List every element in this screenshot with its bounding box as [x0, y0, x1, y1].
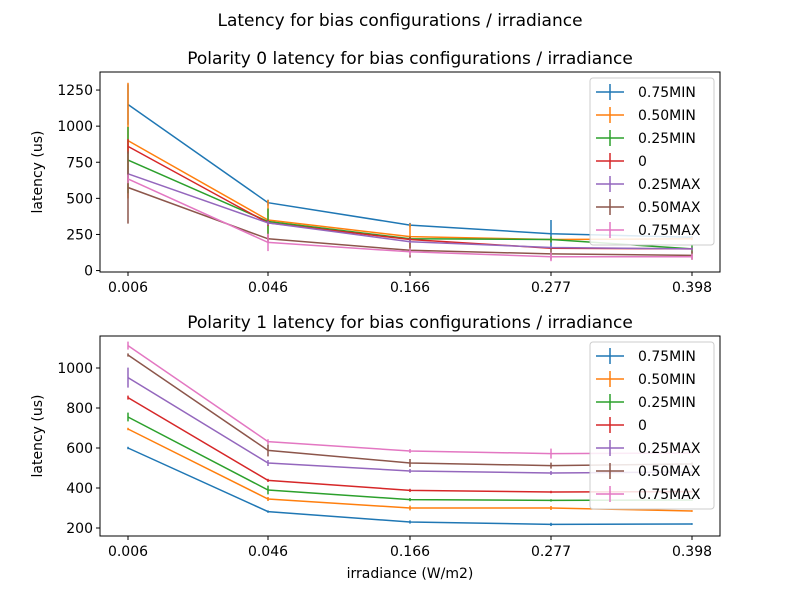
y-tick-label: 400 [66, 481, 93, 497]
x-tick-label: 0.166 [390, 544, 430, 560]
x-tick-label: 0.006 [108, 544, 148, 560]
y-tick-label: 1000 [57, 119, 93, 135]
y-tick-label: 600 [66, 441, 93, 457]
legend-label: 0 [638, 154, 647, 170]
legend-box [589, 341, 715, 510]
y-tick-label: 800 [66, 401, 93, 417]
legend-label: 0 [638, 418, 647, 434]
legend-label: 0.75MIN [638, 85, 696, 101]
legend-label: 0.50MAX [638, 200, 701, 216]
legend-label: 0.50MIN [638, 372, 696, 388]
figure-title: Latency for bias configurations / irradi… [217, 11, 582, 31]
x-tick-label: 0.166 [390, 280, 430, 296]
legend: 0.75MIN 0.50MIN 0.25MIN 0 0.25MAX 0.50MAX 0.75… [589, 77, 715, 246]
subplot-title: Polarity 1 latency for bias configuratio… [187, 313, 633, 333]
x-tick-label: 0.046 [248, 544, 288, 560]
y-axis-label: latency (us) [30, 131, 46, 214]
legend-label: 0.25MIN [638, 131, 696, 147]
legend-label: 0.25MAX [638, 177, 701, 193]
x-tick-label: 0.277 [531, 280, 571, 296]
legend-label: 0.75MAX [638, 223, 701, 239]
y-axis-label: latency (us) [30, 395, 46, 478]
legend-label: 0.50MAX [638, 464, 701, 480]
y-tick-label: 1250 [57, 83, 93, 99]
top-subplot: Polarity 0 latency for bias configuratio… [30, 49, 721, 296]
x-tick-label: 0.398 [672, 280, 712, 296]
y-tick-label: 500 [66, 191, 93, 207]
y-tick-label: 200 [66, 521, 93, 537]
x-axis-label: irradiance (W/m2) [347, 566, 474, 582]
legend-box [589, 77, 715, 246]
x-tick-label: 0.006 [108, 280, 148, 296]
x-tick-label: 0.398 [672, 544, 712, 560]
legend: 0.75MIN 0.50MIN 0.25MIN 0 0.25MAX 0.50MAX 0.75… [589, 341, 715, 510]
y-tick-label: 0 [84, 264, 93, 280]
legend-label: 0.75MIN [638, 349, 696, 365]
legend-label: 0.25MIN [638, 395, 696, 411]
y-tick-label: 1000 [57, 361, 93, 377]
y-tick-label: 750 [66, 155, 93, 171]
x-tick-label: 0.046 [248, 280, 288, 296]
legend-label: 0.25MAX [638, 441, 701, 457]
legend-label: 0.50MIN [638, 108, 696, 124]
legend-label: 0.75MAX [638, 487, 701, 503]
bottom-subplot: Polarity 1 latency for bias configuratio… [30, 313, 721, 582]
y-tick-label: 250 [66, 227, 93, 243]
subplot-title: Polarity 0 latency for bias configuratio… [187, 49, 633, 69]
x-tick-label: 0.277 [531, 544, 571, 560]
